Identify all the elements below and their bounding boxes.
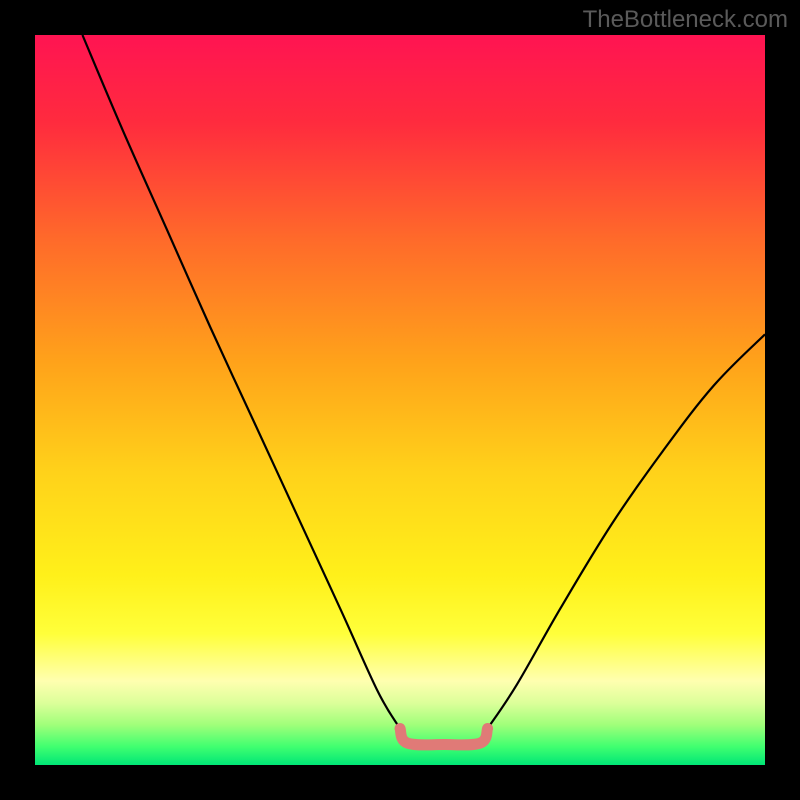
plot-group	[35, 35, 765, 765]
chart-canvas: TheBottleneck.com	[0, 0, 800, 800]
watermark-text: TheBottleneck.com	[583, 6, 788, 34]
plot-gradient-background	[35, 35, 765, 765]
background-svg	[0, 0, 800, 800]
